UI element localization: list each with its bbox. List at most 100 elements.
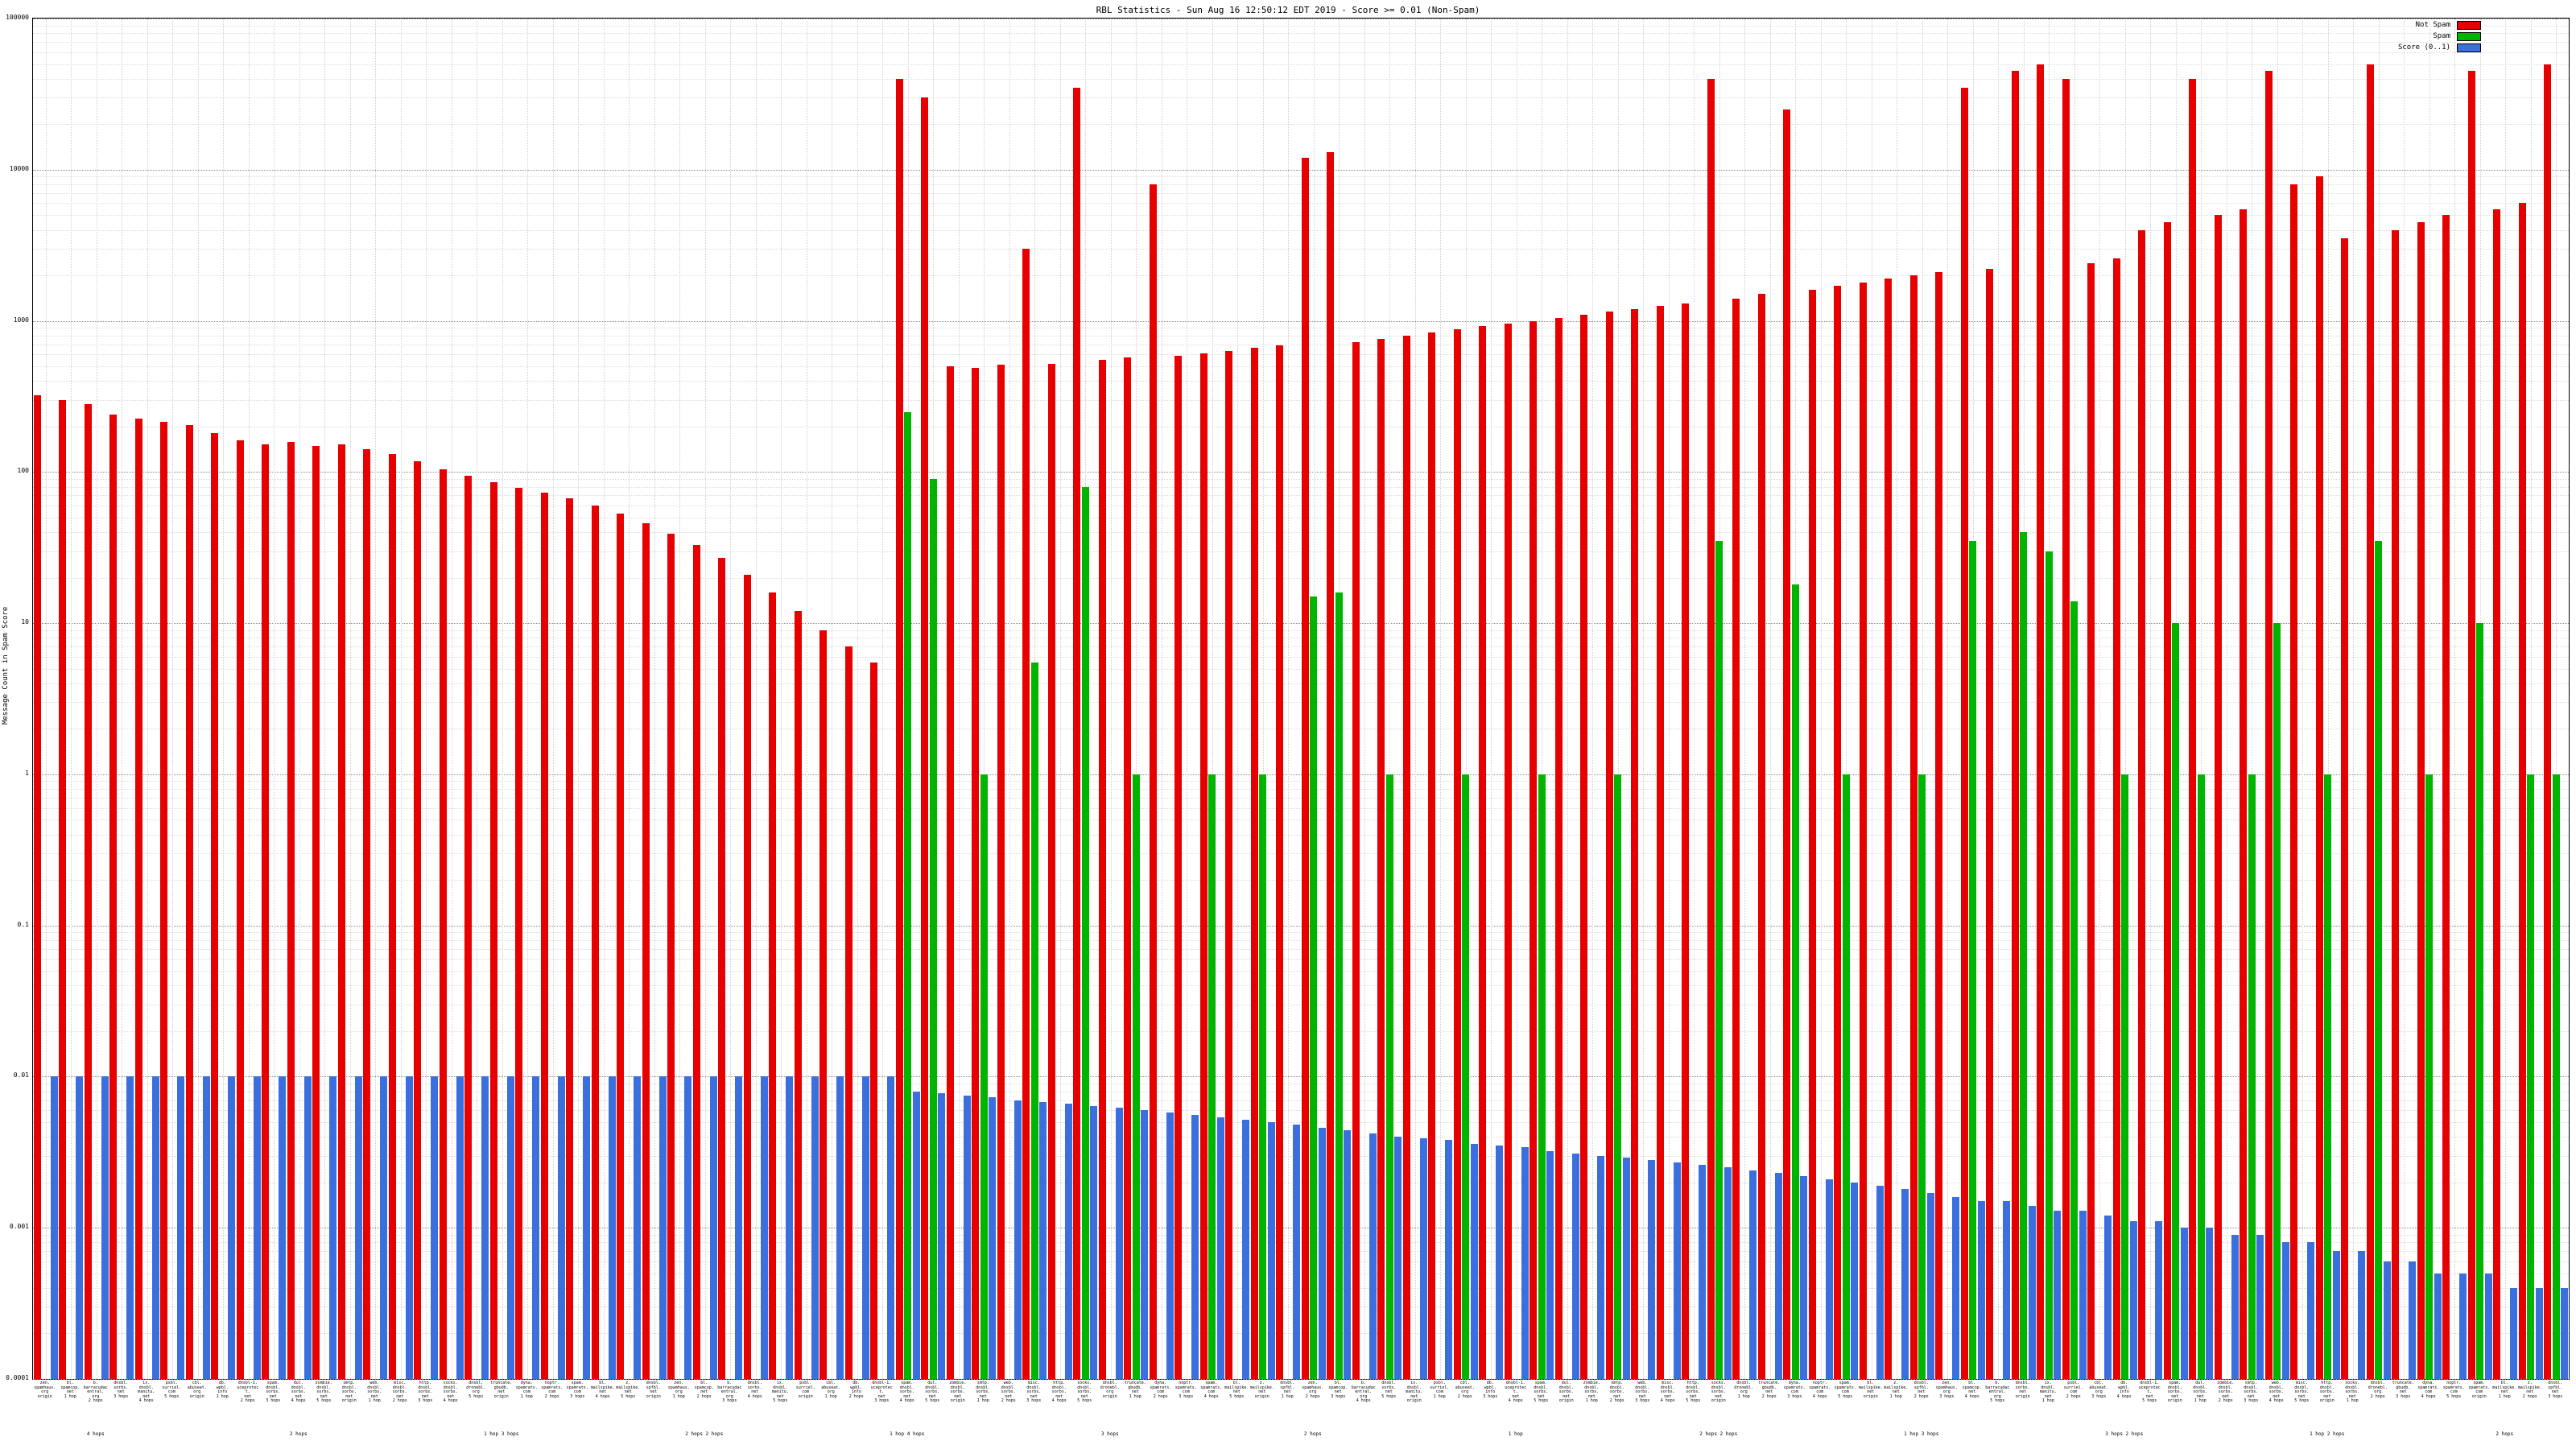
x-tick-label: dnsbl. spfbl. net 1 hop	[1280, 1381, 1295, 1399]
gridline-minor	[33, 1100, 2569, 1101]
gridline-vertical	[45, 19, 47, 1379]
gridline-major	[33, 623, 2569, 625]
x-tick-label: dnsbl. sorbs. net 3 hops	[114, 1381, 129, 1399]
gridline-minor	[33, 1121, 2569, 1123]
gridline-minor	[33, 630, 2569, 631]
score-bar	[1571, 1153, 1579, 1379]
notspam-bar	[414, 460, 422, 1379]
notspam-bar	[2392, 229, 2400, 1379]
chart-title: RBL Statistics - Sun Aug 16 12:50:12 EDT…	[1096, 5, 1480, 15]
score-bar	[557, 1076, 565, 1379]
gridline-minor	[33, 646, 2569, 648]
score-bar	[836, 1076, 844, 1379]
score-bar	[1368, 1133, 1377, 1379]
x-tick-label: dnsbl. spfbl. net 3 hops	[2548, 1381, 2563, 1399]
x-tick-label: noptr. spamrats. com 2 hops	[541, 1381, 564, 1399]
score-bar	[532, 1076, 540, 1379]
x-tick-label: misc. dnsbl. sorbs. net 5 hops	[2294, 1381, 2310, 1404]
gridline-vertical	[730, 19, 732, 1379]
x-tick-label: zen. spamhaus. org 1 hop	[667, 1381, 690, 1399]
score-bar	[1419, 1138, 1427, 1379]
gridline-minor	[33, 229, 2569, 231]
x-group-label: 2 hops	[1303, 1431, 1322, 1437]
spam-bar	[2121, 774, 2129, 1379]
x-group-label: 1 hop 2 hops	[2310, 1431, 2345, 1437]
notspam-bar	[743, 574, 751, 1379]
gridline-minor	[33, 668, 2569, 670]
score-bar	[202, 1076, 210, 1379]
gridline-major	[33, 320, 2569, 322]
notspam-bar	[1554, 317, 1563, 1379]
notspam-bar	[1453, 328, 1461, 1379]
score-bar	[2358, 1251, 2366, 1379]
gridline-vertical	[1592, 19, 1594, 1379]
notspam-bar	[337, 444, 345, 1379]
notspam-bar	[794, 611, 802, 1379]
gridline-minor	[33, 683, 2569, 684]
x-tick-label: http. dnsbl. sorbs. net origin	[2319, 1381, 2334, 1404]
x-tick-label: db. wpbl. info 3 hops	[1483, 1381, 1498, 1399]
spam-bar	[2020, 532, 2028, 1379]
score-bar	[1876, 1185, 1884, 1379]
gridline-vertical	[1744, 19, 1746, 1379]
gridline-major	[33, 472, 2569, 473]
spam-bar	[2527, 774, 2535, 1379]
score-bar	[1039, 1101, 1047, 1379]
gridline-vertical	[2429, 19, 2430, 1379]
gridline-minor	[33, 42, 2569, 43]
notspam-bar	[2138, 229, 2146, 1379]
notspam-bar	[1682, 303, 1690, 1379]
gridline-minor	[33, 797, 2569, 799]
gridline-minor	[33, 33, 2569, 35]
notspam-bar	[1301, 157, 1309, 1379]
gridline-vertical	[2327, 19, 2329, 1379]
y-tick-label: 0.001	[9, 1223, 29, 1231]
x-tick-label: spam. spamrats. com 3 hops	[566, 1381, 588, 1399]
gridline-vertical	[2404, 19, 2405, 1379]
gridline-minor	[33, 1110, 2569, 1112]
gridline-minor	[33, 176, 2569, 178]
notspam-bar	[1530, 320, 1538, 1379]
gridline-minor	[33, 366, 2569, 368]
x-tick-label: truncate. gbudb. net 3 hops	[2392, 1381, 2414, 1399]
x-tick-label: db. wpbl. info 2 hops	[848, 1381, 864, 1399]
gridline-minor	[33, 959, 2569, 960]
x-tick-label: truncate. gbudb. net 1 hop	[1124, 1381, 1146, 1399]
notspam-bar	[2087, 263, 2095, 1379]
gridline-vertical	[1846, 19, 1847, 1379]
gridline-vertical	[1567, 19, 1568, 1379]
notspam-bar	[2214, 215, 2222, 1379]
gridline-minor	[33, 478, 2569, 480]
gridline-vertical	[704, 19, 706, 1379]
notspam-bar	[2163, 221, 2171, 1379]
x-tick-label: dnsbl. sorbs. net 5 hops	[1381, 1381, 1397, 1399]
x-tick-label: dnsbl. dronebl. org origin	[1100, 1381, 1120, 1399]
score-bar	[431, 1076, 439, 1379]
score-bar	[1064, 1104, 1072, 1379]
x-tick-label: ix. dnsbl. manitu. net origin	[1406, 1381, 1423, 1404]
gridline-vertical	[2201, 19, 2202, 1379]
score-bar	[583, 1076, 591, 1379]
gridline-minor	[33, 78, 2569, 80]
legend-label-spam: Spam	[2433, 32, 2450, 40]
spam-bar	[2476, 623, 2484, 1379]
x-tick-label: dyna. spamrats. com 2 hops	[1150, 1381, 1172, 1399]
notspam-bar	[489, 481, 497, 1379]
score-bar	[1825, 1179, 1833, 1379]
x-tick-label: smtp. dnsbl. sorbs. net origin	[341, 1381, 357, 1404]
x-tick-label: b. barracudacentral. org 4 hops	[1351, 1381, 1376, 1404]
notspam-bar	[1757, 294, 1765, 1379]
gridline-vertical	[1694, 19, 1695, 1379]
notspam-bar	[591, 505, 599, 1379]
score-bar	[2180, 1228, 2188, 1379]
score-bar	[1216, 1117, 1224, 1379]
score-bar	[354, 1076, 362, 1379]
gridline-vertical	[1643, 19, 1645, 1379]
gridline-minor	[33, 948, 2569, 950]
x-tick-label: misc. dnsbl. sorbs. net 3 hops	[1026, 1381, 1042, 1404]
x-tick-label: spam. dnsbl. sorbs. net 5 hops	[1534, 1381, 1549, 1404]
score-bar	[2281, 1242, 2289, 1379]
gridline-vertical	[1136, 19, 1137, 1379]
gridline-vertical	[426, 19, 427, 1379]
spam-bar	[1918, 774, 1926, 1379]
